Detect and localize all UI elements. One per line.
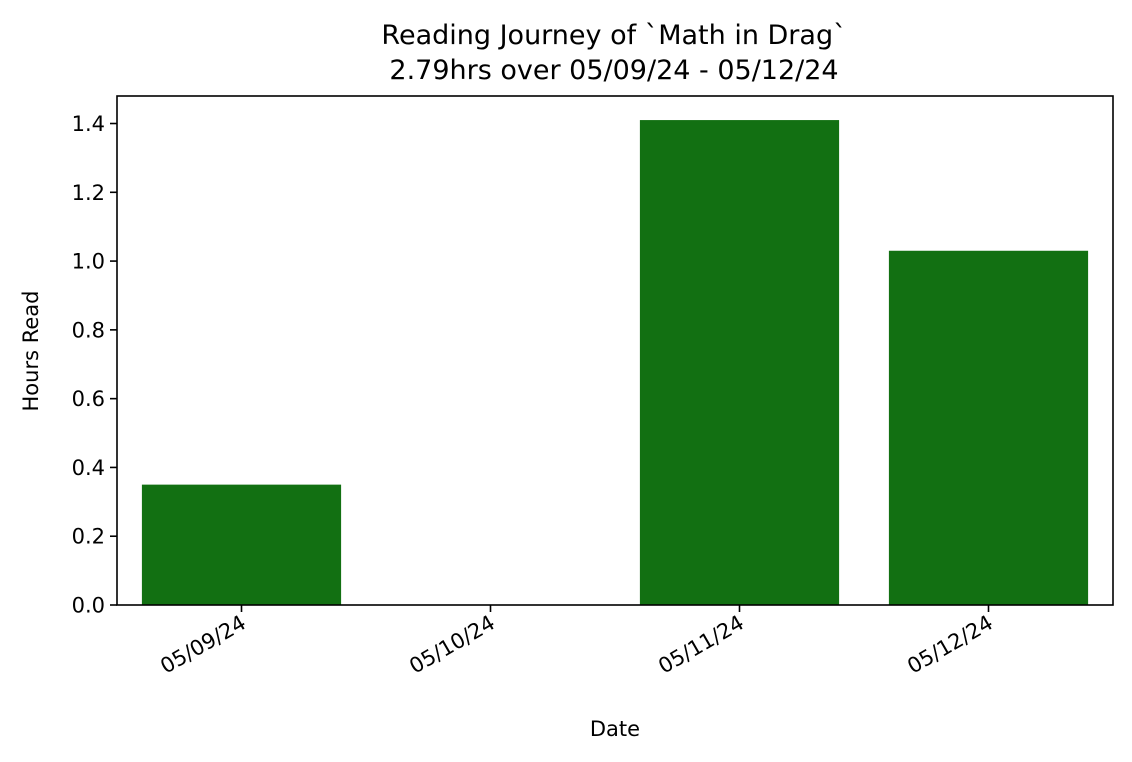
y-axis-label: Hours Read <box>19 291 43 412</box>
chart-title: Reading Journey of `Math in Drag` <box>381 20 846 51</box>
x-tick-label-0: 05/09/24 <box>156 611 250 679</box>
y-tick-label-5: 1.0 <box>72 250 105 274</box>
y-tick-label-4: 0.8 <box>72 318 105 342</box>
y-tick-label-1: 0.2 <box>72 525 105 549</box>
bar-3 <box>888 250 1089 605</box>
y-tick-label-7: 1.4 <box>72 112 105 136</box>
x-axis-ticks: 05/09/24 05/10/24 05/11/24 05/12/24 <box>156 605 997 678</box>
bar-0 <box>141 484 342 605</box>
bar-2 <box>639 120 840 605</box>
y-axis-ticks: 0.0 0.2 0.4 0.6 0.8 1.0 1.2 1.4 <box>72 112 117 618</box>
x-tick-label-2: 05/11/24 <box>654 611 748 679</box>
x-tick-label-3: 05/12/24 <box>903 611 997 679</box>
y-tick-label-3: 0.6 <box>72 387 105 411</box>
chart-subtitle: 2.79hrs over 05/09/24 - 05/12/24 <box>389 55 838 86</box>
bars <box>141 120 1089 605</box>
y-tick-label-0: 0.0 <box>72 594 105 618</box>
y-tick-label-6: 1.2 <box>72 181 105 205</box>
plot-frame <box>116 95 1114 606</box>
y-tick-label-2: 0.4 <box>72 456 105 480</box>
x-tick-label-1: 05/10/24 <box>405 611 499 679</box>
x-axis-label: Date <box>590 717 640 741</box>
